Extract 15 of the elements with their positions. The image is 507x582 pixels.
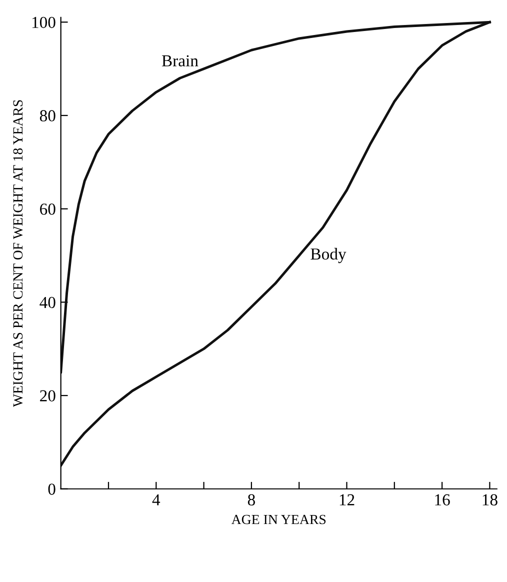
y-tick-label: 100 <box>32 16 56 28</box>
y-tick-label: 0 <box>48 484 56 495</box>
x-tick-label: 18 <box>482 494 498 506</box>
x-tick-label: 4 <box>152 494 160 506</box>
series-label: Body <box>310 248 346 264</box>
x-tick-label: 12 <box>340 494 354 506</box>
y-tick-label: 40 <box>40 296 56 308</box>
x-axis-title: AGE IN YEARS <box>231 514 326 524</box>
x-tick-label: 8 <box>248 494 255 506</box>
series-label: Brain <box>162 55 198 66</box>
y-tick-label: 80 <box>40 110 56 122</box>
y-axis-title: WEIGHT AS PER CENT OF WEIGHT AT 18 YEARS <box>13 100 23 407</box>
x-tick-label: 16 <box>435 494 450 506</box>
y-tick-label: 60 <box>40 204 56 215</box>
y-tick-label: 20 <box>40 390 56 402</box>
